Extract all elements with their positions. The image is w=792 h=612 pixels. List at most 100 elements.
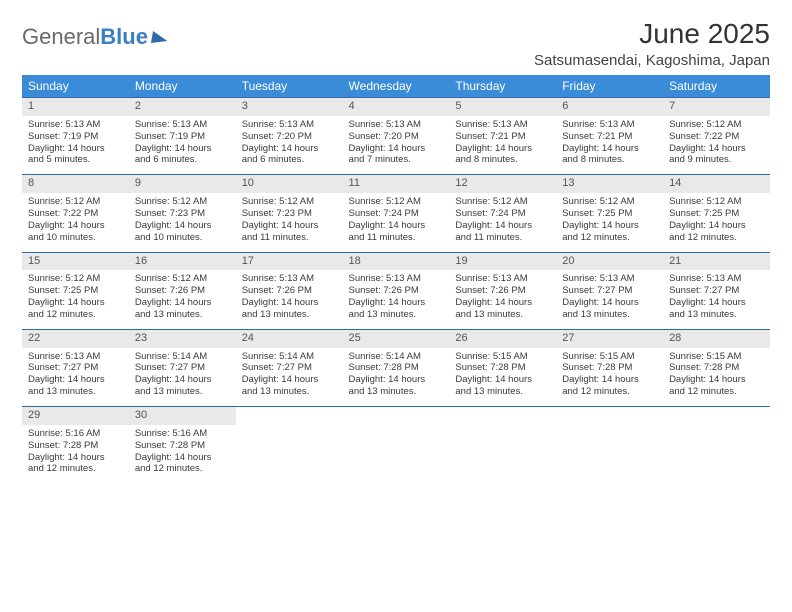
sunset-line: Sunset: 7:25 PM [562,208,657,220]
day-cell-19: 19Sunrise: 5:13 AMSunset: 7:26 PMDayligh… [449,252,556,329]
week-row: 15Sunrise: 5:12 AMSunset: 7:25 PMDayligh… [22,252,770,329]
sunrise-line: Sunrise: 5:15 AM [669,351,764,363]
day-number: 8 [22,175,129,193]
day-cell-24: 24Sunrise: 5:14 AMSunset: 7:27 PMDayligh… [236,329,343,406]
sunrise-line: Sunrise: 5:13 AM [349,119,444,131]
empty-day-cell [449,407,556,484]
day-cell-12: 12Sunrise: 5:12 AMSunset: 7:24 PMDayligh… [449,175,556,252]
sunrise-line: Sunrise: 5:15 AM [562,351,657,363]
sunset-line: Sunset: 7:19 PM [28,131,123,143]
sunset-line: Sunset: 7:25 PM [669,208,764,220]
daylight-line: Daylight: 14 hours and 6 minutes. [135,143,230,167]
day-cell-5: 5Sunrise: 5:13 AMSunset: 7:21 PMDaylight… [449,98,556,175]
sunset-line: Sunset: 7:26 PM [455,285,550,297]
day-number: 7 [663,98,770,116]
dow-header-thursday: Thursday [449,75,556,98]
day-number: 21 [663,253,770,271]
week-row: 29Sunrise: 5:16 AMSunset: 7:28 PMDayligh… [22,407,770,484]
week-row: 8Sunrise: 5:12 AMSunset: 7:22 PMDaylight… [22,175,770,252]
sunrise-line: Sunrise: 5:14 AM [242,351,337,363]
daylight-line: Daylight: 14 hours and 8 minutes. [455,143,550,167]
dow-header-tuesday: Tuesday [236,75,343,98]
day-number: 27 [556,330,663,348]
sunset-line: Sunset: 7:27 PM [28,362,123,374]
day-number: 24 [236,330,343,348]
sunrise-line: Sunrise: 5:13 AM [455,273,550,285]
day-number: 16 [129,253,236,271]
day-number: 25 [343,330,450,348]
day-cell-18: 18Sunrise: 5:13 AMSunset: 7:26 PMDayligh… [343,252,450,329]
day-number: 12 [449,175,556,193]
daylight-line: Daylight: 14 hours and 13 minutes. [349,297,444,321]
sunset-line: Sunset: 7:25 PM [28,285,123,297]
logo-sail-icon [151,31,169,43]
daylight-line: Daylight: 14 hours and 8 minutes. [562,143,657,167]
daylight-line: Daylight: 14 hours and 10 minutes. [28,220,123,244]
sunrise-line: Sunrise: 5:12 AM [28,196,123,208]
logo-text-blue: Blue [100,24,148,50]
dow-header-friday: Friday [556,75,663,98]
day-cell-2: 2 Sunrise: 5:13 AMSunset: 7:19 PMDaylight… [129,98,236,175]
day-cell-29: 29Sunrise: 5:16 AMSunset: 7:28 PMDayligh… [22,407,129,484]
week-row: 1Sunrise: 5:13 AMSunset: 7:19 PMDaylight… [22,98,770,175]
sunrise-line: Sunrise: 5:12 AM [135,196,230,208]
sunrise-line: Sunrise: 5:13 AM [28,119,123,131]
sunset-line: Sunset: 7:22 PM [28,208,123,220]
day-number: 2 [129,98,236,116]
day-cell-16: 16Sunrise: 5:12 AMSunset: 7:26 PMDayligh… [129,252,236,329]
day-cell-23: 23Sunrise: 5:14 AMSunset: 7:27 PMDayligh… [129,329,236,406]
day-cell-28: 28 Sunrise: 5:15 AMSunset: 7:28 PMDayligh… [663,329,770,406]
daylight-line: Daylight: 14 hours and 11 minutes. [455,220,550,244]
daylight-line: Daylight: 14 hours and 11 minutes. [242,220,337,244]
day-cell-7: 7Sunrise: 5:12 AMSunset: 7:22 PMDaylight… [663,98,770,175]
sunset-line: Sunset: 7:24 PM [349,208,444,220]
sunset-line: Sunset: 7:28 PM [28,440,123,452]
sunset-line: Sunset: 7:23 PM [242,208,337,220]
sunset-line: Sunset: 7:26 PM [349,285,444,297]
day-cell-15: 15Sunrise: 5:12 AMSunset: 7:25 PMDayligh… [22,252,129,329]
sunset-line: Sunset: 7:28 PM [669,362,764,374]
day-number: 20 [556,253,663,271]
daylight-line: Daylight: 14 hours and 12 minutes. [669,220,764,244]
sunset-line: Sunset: 7:27 PM [562,285,657,297]
sunrise-line: Sunrise: 5:13 AM [669,273,764,285]
sunset-line: Sunset: 7:26 PM [135,285,230,297]
sunset-line: Sunset: 7:22 PM [669,131,764,143]
sunset-line: Sunset: 7:20 PM [242,131,337,143]
sunrise-line: Sunrise: 5:13 AM [242,119,337,131]
sunrise-line: Sunrise: 5:13 AM [455,119,550,131]
sunset-line: Sunset: 7:28 PM [562,362,657,374]
sunrise-line: Sunrise: 5:13 AM [135,119,230,131]
day-cell-26: 26Sunrise: 5:15 AMSunset: 7:28 PMDayligh… [449,329,556,406]
sunset-line: Sunset: 7:19 PM [135,131,230,143]
day-number: 4 [343,98,450,116]
sunrise-line: Sunrise: 5:12 AM [562,196,657,208]
day-number: 28 [663,330,770,348]
sunset-line: Sunset: 7:21 PM [562,131,657,143]
day-cell-22: 22Sunrise: 5:13 AMSunset: 7:27 PMDayligh… [22,329,129,406]
sunset-line: Sunset: 7:27 PM [669,285,764,297]
daylight-line: Daylight: 14 hours and 12 minutes. [669,374,764,398]
sunrise-line: Sunrise: 5:14 AM [349,351,444,363]
day-number: 17 [236,253,343,271]
sunset-line: Sunset: 7:24 PM [455,208,550,220]
daylight-line: Daylight: 14 hours and 9 minutes. [669,143,764,167]
sunset-line: Sunset: 7:21 PM [455,131,550,143]
daylight-line: Daylight: 14 hours and 12 minutes. [28,297,123,321]
daylight-line: Daylight: 14 hours and 13 minutes. [349,374,444,398]
month-title: June 2025 [534,18,770,50]
daylight-line: Daylight: 14 hours and 10 minutes. [135,220,230,244]
sunset-line: Sunset: 7:28 PM [349,362,444,374]
title-block: June 2025 Satsumasendai, Kagoshima, Japa… [534,18,770,69]
sunset-line: Sunset: 7:20 PM [349,131,444,143]
location-subtitle: Satsumasendai, Kagoshima, Japan [534,52,770,69]
day-number: 9 [129,175,236,193]
calendar-table: SundayMondayTuesdayWednesdayThursdayFrid… [22,75,770,483]
daylight-line: Daylight: 14 hours and 13 minutes. [455,297,550,321]
day-number: 10 [236,175,343,193]
page-header: GeneralBlue June 2025 Satsumasendai, Kag… [22,18,770,69]
daylight-line: Daylight: 14 hours and 12 minutes. [28,452,123,476]
daylight-line: Daylight: 14 hours and 13 minutes. [242,297,337,321]
sunrise-line: Sunrise: 5:13 AM [349,273,444,285]
day-cell-4: 4Sunrise: 5:13 AMSunset: 7:20 PMDaylight… [343,98,450,175]
